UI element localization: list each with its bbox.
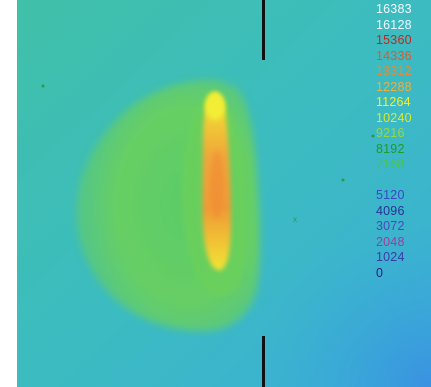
colorbar-label: 14336 [376, 48, 412, 63]
intensity-image: x [17, 0, 431, 387]
colorbar-label: 4096 [376, 203, 405, 218]
colorbar-legend: 16383 16128 15360 14336 13312 12288 1126… [376, 2, 431, 281]
beam-stop-bottom [262, 336, 265, 387]
colorbar-label: 3072 [376, 219, 405, 233]
colorbar-label: 10240 [376, 110, 412, 125]
colorbar-label: 8192 [376, 141, 405, 156]
colorbar-label: 5120 [376, 188, 405, 202]
colorbar-label: 12288 [376, 79, 412, 94]
stray-pixel [41, 84, 45, 88]
signal-hotspot-mid [210, 151, 224, 219]
stray-pixel [341, 178, 345, 182]
colorbar-label: 16383 [376, 2, 412, 16]
colorbar-gap [376, 173, 431, 189]
colorbar-label: 7168 [376, 157, 405, 171]
colorbar-label: 2048 [376, 234, 405, 249]
detector-marker: x [293, 215, 297, 224]
stray-pixel [371, 134, 375, 138]
colorbar-label: 0 [376, 265, 384, 280]
signal-hotspot-top [205, 92, 225, 120]
intensity-map: x [17, 0, 431, 387]
colorbar-label: 11264 [376, 95, 411, 109]
beam-stop-top [262, 0, 265, 60]
colorbar-label: 16128 [376, 17, 412, 32]
colorbar-label: 15360 [376, 33, 412, 47]
colorbar-label: 9216 [376, 126, 405, 140]
colorbar-label: 1024 [376, 250, 405, 264]
colorbar-label: 13312 [376, 64, 412, 78]
